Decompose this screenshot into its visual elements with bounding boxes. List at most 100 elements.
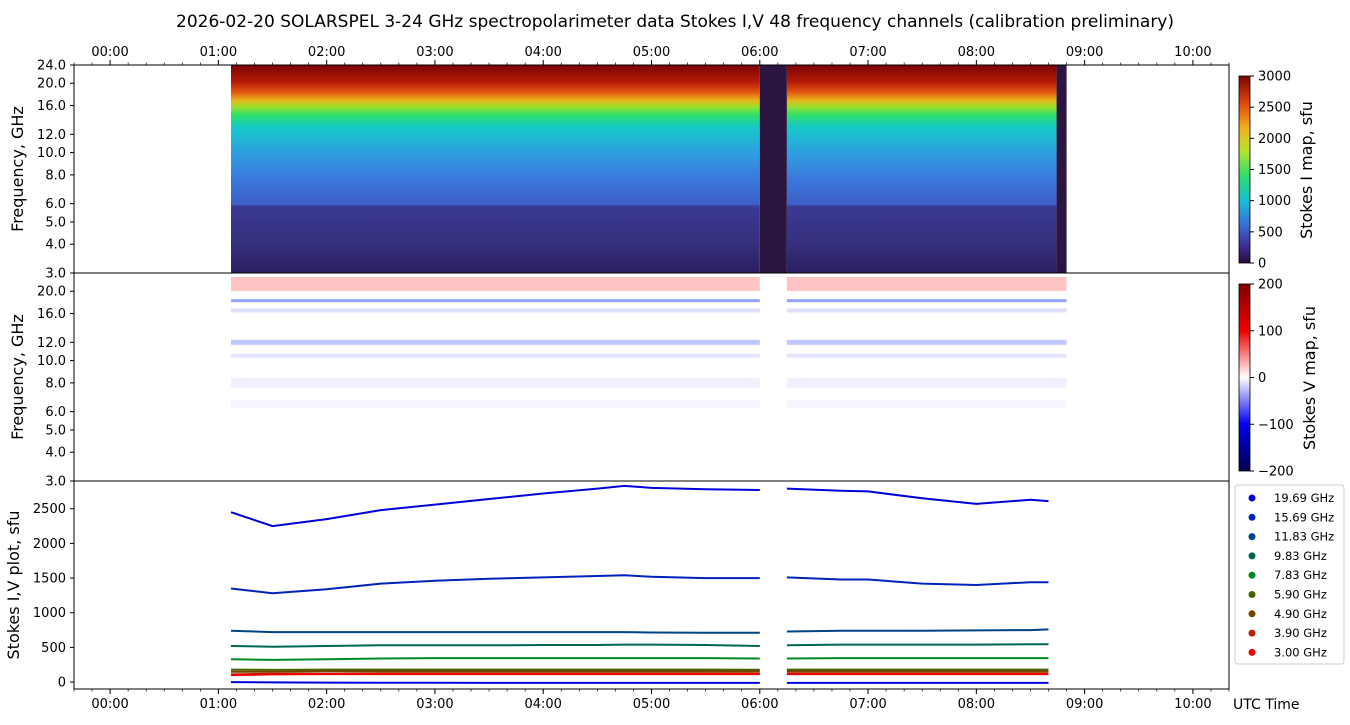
legend-label-6: 4.90 GHz bbox=[1274, 607, 1327, 621]
series-2-segment-1 bbox=[230, 629, 760, 634]
stokes-v-ytick-label-4: 8.0 bbox=[45, 376, 66, 391]
top-xtick-label-2: 02:00 bbox=[308, 45, 345, 60]
legend-label-0: 19.69 GHz bbox=[1274, 491, 1334, 505]
stokes-iv-ytick-label-5: 2500 bbox=[33, 502, 66, 517]
top-xtick-label-7: 07:00 bbox=[849, 45, 886, 60]
top-xtick-label-6: 06:00 bbox=[741, 45, 778, 60]
bottom-xtick-label-5: 05:00 bbox=[633, 697, 670, 712]
series-8-segment-1 bbox=[230, 673, 760, 677]
stokes-v-colorbar-tick-label-3: 100 bbox=[1258, 324, 1283, 339]
stokes-i-tail bbox=[1056, 65, 1067, 273]
figure-title: 2026-02-20 SOLARSPEL 3-24 GHz spectropol… bbox=[176, 12, 1174, 32]
stokes-v-colorbar-label: Stokes V map, sfu bbox=[1300, 306, 1319, 450]
stokes-iv-ytick-label-2: 1000 bbox=[33, 606, 66, 621]
stokes-v-band-1-1 bbox=[786, 299, 1067, 303]
stokes-i-ytick-label-9: 24.0 bbox=[37, 59, 66, 74]
stokes-v-ytick-label-3: 6.0 bbox=[45, 405, 66, 420]
top-xtick-label-8: 08:00 bbox=[958, 45, 995, 60]
stokes-v-heatmap bbox=[231, 277, 1067, 408]
bottom-xtick-label-2: 02:00 bbox=[308, 697, 345, 712]
legend-marker-3 bbox=[1248, 552, 1256, 560]
stokes-i-gap bbox=[759, 65, 787, 273]
stokes-i-colorbar: 0 500 1000 1500 2000 2500 3000 Stokes I map, s… bbox=[1238, 70, 1316, 272]
legend-marker-6 bbox=[1248, 610, 1256, 618]
stokes-iv-plot-area bbox=[74, 481, 1229, 689]
stokes-i-ytick-label-4: 8.0 bbox=[45, 168, 66, 183]
stokes-v-ytick-label-2: 5.0 bbox=[45, 423, 66, 438]
legend-label-8: 3.00 GHz bbox=[1274, 645, 1327, 659]
stokes-i-colorbar-tick-label-5: 2500 bbox=[1258, 101, 1291, 116]
legend-label-4: 7.83 GHz bbox=[1274, 568, 1327, 582]
stokes-i-ytick-label-5: 10.0 bbox=[37, 146, 66, 161]
series-1-segment-2 bbox=[786, 576, 1049, 587]
stokes-i-ytick-label-0: 3.0 bbox=[45, 267, 66, 282]
stokes-v-ytick-label-6: 12.0 bbox=[37, 336, 66, 351]
legend-marker-4 bbox=[1248, 571, 1256, 579]
stokes-v-panel: 3.0 4.0 5.0 6.0 8.0 10.0 12.0 16.0 20.0 Frequenc… bbox=[8, 272, 1230, 490]
stokes-i-colorbar-tick-label-4: 2000 bbox=[1258, 132, 1291, 147]
stokes-i-colorbar-label: Stokes I map, sfu bbox=[1297, 101, 1316, 239]
legend-label-3: 9.83 GHz bbox=[1274, 549, 1327, 563]
stokes-i-ytick-label-8: 20.0 bbox=[37, 77, 66, 92]
stokes-v-colorbar-gradient bbox=[1238, 283, 1251, 472]
top-xtick-label-3: 03:00 bbox=[416, 45, 453, 60]
stokes-v-ytick-label-8: 20.0 bbox=[37, 285, 66, 300]
stokes-i-panel: 3.0 4.0 5.0 6.0 8.0 10.0 12.0 16.0 20.0 24.0 00:0… bbox=[8, 45, 1230, 282]
stokes-v-ytick-label-1: 4.0 bbox=[45, 446, 66, 461]
stokes-i-block-1 bbox=[231, 65, 760, 273]
stokes-v-band-0-1 bbox=[231, 299, 760, 303]
stokes-i-colorbar-gradient bbox=[1238, 75, 1251, 264]
stokes-v-band-0-5 bbox=[231, 377, 760, 388]
stokes-v-ytick-label-0: 3.0 bbox=[45, 475, 66, 490]
bottom-xtick-label-7: 07:00 bbox=[849, 697, 886, 712]
series-2-segment-2 bbox=[786, 628, 1049, 633]
stokes-v-colorbar-tick-label-2: 0 bbox=[1258, 371, 1266, 386]
legend-marker-7 bbox=[1248, 629, 1256, 637]
legend-box bbox=[1234, 484, 1345, 665]
legend-marker-0 bbox=[1248, 494, 1256, 502]
bottom-xtick-label-1: 01:00 bbox=[200, 697, 237, 712]
stokes-v-ylabel: Frequency, GHz bbox=[8, 314, 27, 440]
bottom-xtick-label-4: 04:00 bbox=[524, 697, 561, 712]
legend-marker-2 bbox=[1248, 533, 1256, 541]
legend-marker-8 bbox=[1248, 648, 1256, 656]
stokes-v-plot-area bbox=[74, 273, 1229, 481]
x-axis-label: UTC Time bbox=[1233, 697, 1299, 713]
stokes-v-band-1-2 bbox=[786, 308, 1067, 313]
top-xtick-label-9: 09:00 bbox=[1066, 45, 1103, 60]
bottom-xtick-label-9: 09:00 bbox=[1066, 697, 1103, 712]
stokes-v-band-0-4 bbox=[231, 353, 760, 358]
bottom-xtick-label-0: 00:00 bbox=[91, 697, 128, 712]
series-3-segment-2 bbox=[786, 643, 1049, 647]
stokes-v-band-0-3 bbox=[231, 339, 760, 345]
stokes-v-band-0-6 bbox=[231, 399, 760, 408]
bottom-xtick-label-8: 08:00 bbox=[958, 697, 995, 712]
top-xtick-label-5: 05:00 bbox=[633, 45, 670, 60]
top-xtick-label-0: 00:00 bbox=[91, 45, 128, 60]
series-4-segment-1 bbox=[230, 657, 760, 661]
stokes-i-ylabel: Frequency, GHz bbox=[8, 106, 27, 232]
stokes-v-ytick-label-7: 16.0 bbox=[37, 307, 66, 322]
stokes-i-ytick-label-6: 12.0 bbox=[37, 128, 66, 143]
top-xtick-label-10: 10:00 bbox=[1174, 45, 1211, 60]
legend-label-5: 5.90 GHz bbox=[1274, 588, 1327, 602]
stokes-i-colorbar-tick-label-2: 1000 bbox=[1258, 194, 1291, 209]
stokes-v-band-1-6 bbox=[786, 399, 1067, 408]
stokes-i-ytick-label-2: 5.0 bbox=[45, 215, 66, 230]
series-1-segment-1 bbox=[230, 574, 760, 595]
stokes-iv-ytick-label-1: 500 bbox=[41, 641, 66, 656]
stokes-v-band-1-3 bbox=[786, 339, 1067, 345]
stokes-v-series-segment-1 bbox=[230, 681, 760, 684]
series-0-segment-2 bbox=[786, 487, 1049, 505]
stokes-i-ytick-label-1: 4.0 bbox=[45, 238, 66, 253]
stokes-i-colorbar-tick-label-3: 1500 bbox=[1258, 163, 1291, 178]
stokes-v-colorbar-tick-label-4: 200 bbox=[1258, 278, 1283, 293]
stokes-v-band-0-2 bbox=[231, 308, 760, 313]
stokes-v-colorbar: −200 −100 0 100 200 Stokes V map, sfu bbox=[1238, 278, 1319, 480]
stokes-v-band-1-0 bbox=[786, 277, 1067, 292]
bottom-xtick-label-6: 06:00 bbox=[741, 697, 778, 712]
legend-label-2: 11.83 GHz bbox=[1274, 530, 1334, 544]
bottom-xtick-label-3: 03:00 bbox=[416, 697, 453, 712]
legend-label-1: 15.69 GHz bbox=[1274, 510, 1334, 524]
stokes-v-band-1-4 bbox=[786, 353, 1067, 358]
